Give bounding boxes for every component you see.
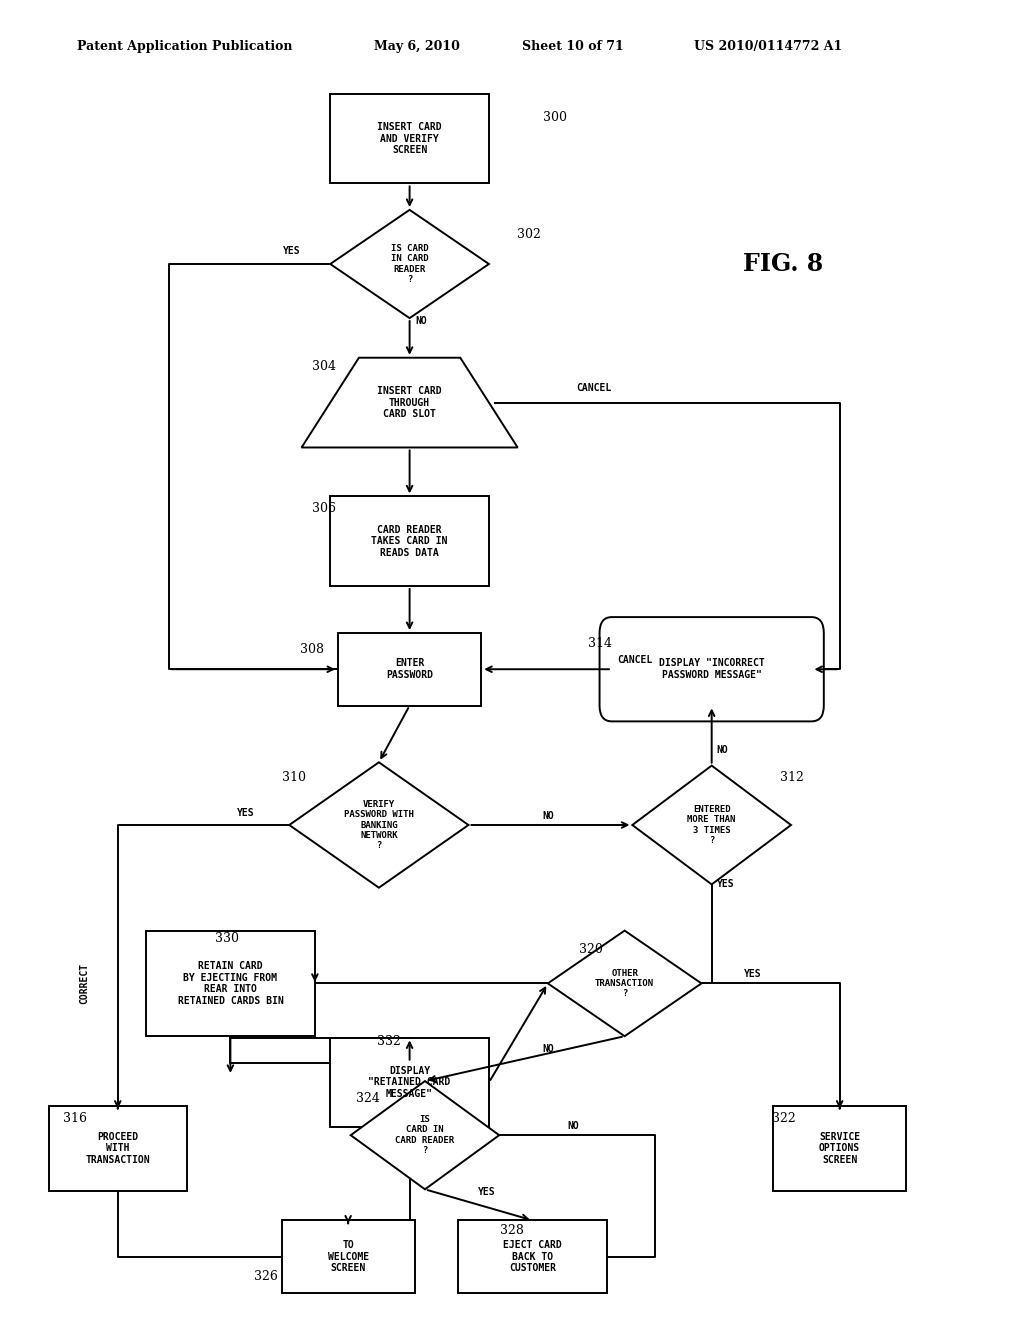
Polygon shape [350,1081,500,1189]
Text: NO: NO [416,315,427,326]
Text: 326: 326 [254,1270,278,1283]
FancyBboxPatch shape [282,1220,415,1294]
Text: YES: YES [717,879,734,890]
Text: 302: 302 [517,227,541,240]
Text: 306: 306 [312,502,336,515]
Text: Patent Application Publication: Patent Application Publication [77,40,292,53]
Text: IS CARD
IN CARD
READER
?: IS CARD IN CARD READER ? [391,244,428,284]
FancyBboxPatch shape [330,94,489,183]
Text: US 2010/0114772 A1: US 2010/0114772 A1 [694,40,843,53]
Text: 300: 300 [543,111,566,124]
Text: ENTERED
MORE THAN
3 TIMES
?: ENTERED MORE THAN 3 TIMES ? [687,805,736,845]
Text: 320: 320 [579,942,602,956]
Text: 328: 328 [500,1224,523,1237]
Text: Sheet 10 of 71: Sheet 10 of 71 [522,40,624,53]
Text: INSERT CARD
THROUGH
CARD SLOT: INSERT CARD THROUGH CARD SLOT [377,385,442,420]
Polygon shape [289,763,469,887]
Text: 312: 312 [780,771,804,784]
FancyBboxPatch shape [146,931,315,1036]
Text: FIG. 8: FIG. 8 [743,252,823,276]
Text: YES: YES [743,969,762,979]
FancyBboxPatch shape [599,618,823,722]
Text: ENTER
PASSWORD: ENTER PASSWORD [386,659,433,680]
Text: CANCEL: CANCEL [577,383,611,393]
Text: 330: 330 [215,932,239,945]
Text: NO: NO [717,744,728,755]
Text: CANCEL: CANCEL [617,655,652,665]
FancyBboxPatch shape [338,634,481,706]
Text: 314: 314 [588,636,611,649]
Text: DISPLAY
"RETAINED CARD
MESSAGE": DISPLAY "RETAINED CARD MESSAGE" [369,1065,451,1100]
Text: May 6, 2010: May 6, 2010 [374,40,460,53]
Text: VERIFY
PASSWORD WITH
BANKING
NETWORK
?: VERIFY PASSWORD WITH BANKING NETWORK ? [344,800,414,850]
Text: 310: 310 [282,771,305,784]
Text: CARD READER
TAKES CARD IN
READS DATA: CARD READER TAKES CARD IN READS DATA [372,524,447,558]
Text: DISPLAY "INCORRECT
PASSWORD MESSAGE": DISPLAY "INCORRECT PASSWORD MESSAGE" [658,659,765,680]
Text: 322: 322 [772,1111,796,1125]
Text: YES: YES [477,1187,496,1197]
Text: IS
CARD IN
CARD READER
?: IS CARD IN CARD READER ? [395,1115,455,1155]
Text: 332: 332 [377,1035,400,1048]
Text: 316: 316 [63,1111,87,1125]
Text: YES: YES [237,808,255,818]
Text: CORRECT: CORRECT [79,962,89,1005]
Text: PROCEED
WITH
TRANSACTION: PROCEED WITH TRANSACTION [85,1131,151,1166]
Text: 308: 308 [300,643,324,656]
Polygon shape [301,358,518,447]
Text: RETAIN CARD
BY EJECTING FROM
REAR INTO
RETAINED CARDS BIN: RETAIN CARD BY EJECTING FROM REAR INTO R… [177,961,284,1006]
Polygon shape [330,210,489,318]
Text: 304: 304 [312,359,336,372]
Text: YES: YES [283,246,301,256]
Text: EJECT CARD
BACK TO
CUSTOMER: EJECT CARD BACK TO CUSTOMER [503,1239,562,1274]
FancyBboxPatch shape [459,1220,606,1294]
FancyBboxPatch shape [330,496,489,586]
Text: OTHER
TRANSACTION
?: OTHER TRANSACTION ? [595,969,654,998]
Text: SERVICE
OPTIONS
SCREEN: SERVICE OPTIONS SCREEN [819,1131,860,1166]
Text: NO: NO [567,1121,580,1131]
FancyBboxPatch shape [49,1106,186,1191]
Text: INSERT CARD
AND VERIFY
SCREEN: INSERT CARD AND VERIFY SCREEN [377,121,442,156]
Polygon shape [632,766,791,884]
Polygon shape [548,931,701,1036]
FancyBboxPatch shape [330,1038,489,1127]
Text: NO: NO [542,1044,554,1055]
Text: NO: NO [542,810,554,821]
FancyBboxPatch shape [773,1106,906,1191]
Text: 324: 324 [356,1092,380,1105]
Text: TO
WELCOME
SCREEN: TO WELCOME SCREEN [328,1239,369,1274]
